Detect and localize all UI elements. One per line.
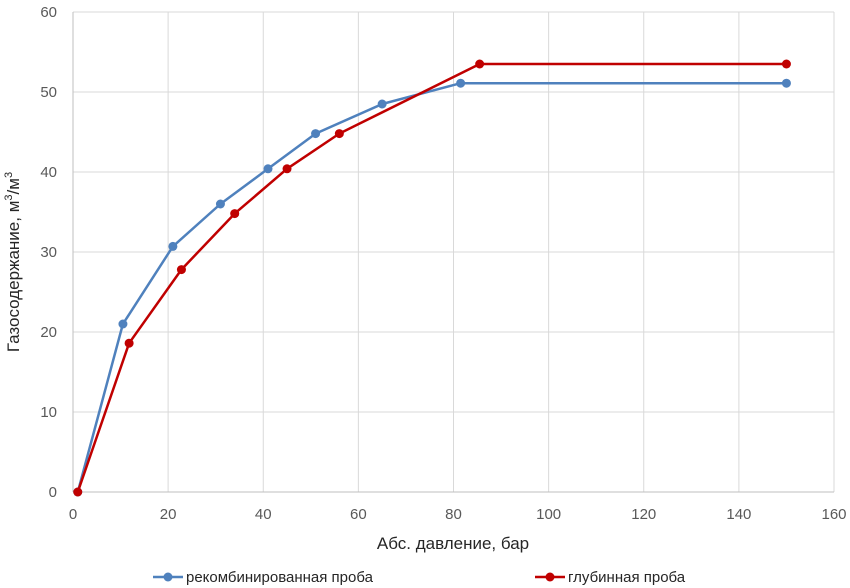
y-axis-title-mid: /м [4,178,23,194]
y-tick-label: 10 [40,404,57,421]
legend-marker [545,572,555,582]
y-tick-label: 30 [40,244,57,261]
data-point [215,199,225,209]
data-point [118,319,128,329]
y-axis-title-sup2: 3 [3,172,15,178]
series-1 [73,78,791,497]
data-point [230,209,240,219]
y-axis-title-sup1: 3 [3,194,15,200]
data-point [781,78,791,88]
data-point [168,241,178,251]
data-point [73,487,83,497]
data-point [781,59,791,69]
x-tick-label: 100 [536,506,561,523]
data-point [176,265,186,275]
x-tick-label: 160 [821,506,846,523]
x-tick-label: 120 [631,506,656,523]
legend-label: рекомбинированная проба [186,569,374,586]
legend-marker [163,572,173,582]
axes [72,12,834,493]
y-tick-label: 50 [40,84,57,101]
x-tick-label: 0 [69,506,77,523]
y-axis-title-main: Газосодержание, м [4,201,23,352]
series-2 [73,59,791,497]
data-point [282,164,292,174]
x-tick-label: 140 [726,506,751,523]
x-tick-label: 80 [445,506,462,523]
grid [73,11,835,492]
series-line [76,62,787,493]
series-line [76,81,787,493]
data-point [311,129,321,139]
y-axis-title: Газосодержание, м3/м3 [3,172,23,352]
x-tick-label: 60 [350,506,367,523]
data-point [456,78,466,88]
legend-item-1: рекомбинированная проба [153,569,374,586]
data-point [334,129,344,139]
y-tick-label: 20 [40,324,57,341]
data-point [124,338,134,348]
x-axis-title: Абс. давление, бар [377,534,529,553]
tick-labels: 0 20 40 60 80 100 120 140 160 0 10 20 30 40 50 60 [40,4,846,523]
data-point [475,59,485,69]
data-series [73,59,791,497]
y-tick-label: 40 [40,164,57,181]
legend-label: глубинная проба [568,569,686,586]
legend: рекомбинированная проба глубинная проба [153,569,686,586]
data-point [377,99,387,109]
x-tick-label: 40 [255,506,272,523]
x-tick-label: 20 [160,506,177,523]
legend-item-2: глубинная проба [535,569,686,586]
y-tick-label: 60 [40,4,57,21]
data-point [263,164,273,174]
y-tick-label: 0 [49,484,57,501]
